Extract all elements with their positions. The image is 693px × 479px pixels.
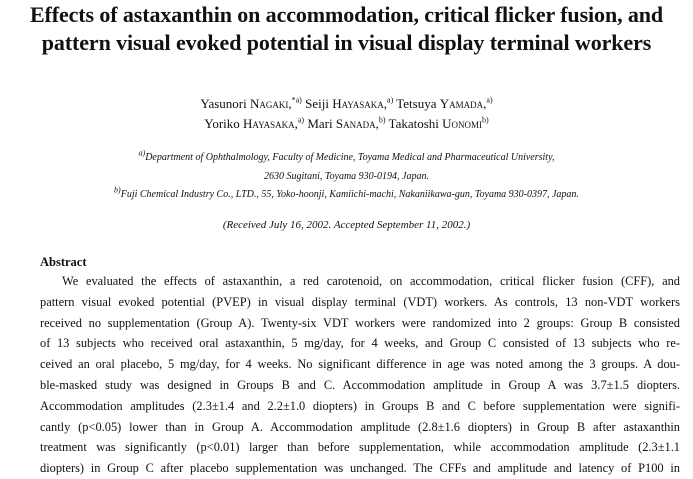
abstract-line: treatment was significantly (p<0.01) lar… [40, 440, 680, 455]
title-line-2: pattern visual evoked potential in visua… [41, 30, 652, 55]
abstract-text: We evaluated the effects of astaxanthin,… [40, 271, 680, 479]
author: Tetsuya Yamada,a) [396, 95, 493, 111]
affiliation-b: b)Fuji Chemical Industry Co., LTD., 55, … [114, 185, 579, 200]
author: Yoriko Hayasaka,a) [204, 115, 305, 131]
abstract-heading: Abstract [40, 255, 87, 269]
author-line-1: Yasunori Nagaki,*a) Seiji Hayasaka,a) Te… [0, 94, 693, 114]
affiliations: a)Department of Ophthalmology, Faculty o… [0, 149, 693, 205]
title-line-1: Effects of astaxanthin on accommodation,… [29, 2, 664, 27]
abstract-line: We evaluated the effects of astaxanthin,… [62, 274, 680, 288]
abstract-line: of 13 subjects who received oral astaxan… [40, 336, 680, 351]
author: Seiji Hayasaka,a) [305, 95, 394, 111]
abstract-line: received no supplementation (Group A). T… [40, 315, 680, 330]
author-list: Yasunori Nagaki,*a) Seiji Hayasaka,a) Te… [0, 94, 693, 134]
paper-title: Effects of astaxanthin on accommodation,… [0, 1, 693, 57]
abstract-line: ble-masked study was designed in Groups … [40, 377, 680, 392]
affiliation-a: a)Department of Ophthalmology, Faculty o… [138, 148, 555, 163]
abstract-line: pattern visual evoked potential (PVEP) i… [40, 294, 680, 309]
author-line-2: Yoriko Hayasaka,a) Mari Sanada,b) Takato… [0, 114, 693, 134]
abstract-line: ceived an oral placebo, 5 mg/day, for 4 … [40, 357, 680, 372]
author: Mari Sanada,b) [307, 115, 386, 131]
affiliation-a-address: 2630 Sugitani, Toyama 930-0194, Japan. [264, 170, 429, 182]
author: Yasunori Nagaki,*a) [200, 95, 302, 111]
received-dates: (Received July 16, 2002. Accepted Septem… [222, 219, 471, 231]
abstract-line: Accommodation amplitudes (2.3±1.4 and 2.… [40, 398, 680, 413]
abstract-line: diopters) in Group C after placebo suppl… [40, 461, 680, 476]
author: Takatoshi Uonomib) [388, 115, 489, 131]
abstract-line: cantly (p<0.05) lower than in Group A. A… [40, 419, 680, 434]
